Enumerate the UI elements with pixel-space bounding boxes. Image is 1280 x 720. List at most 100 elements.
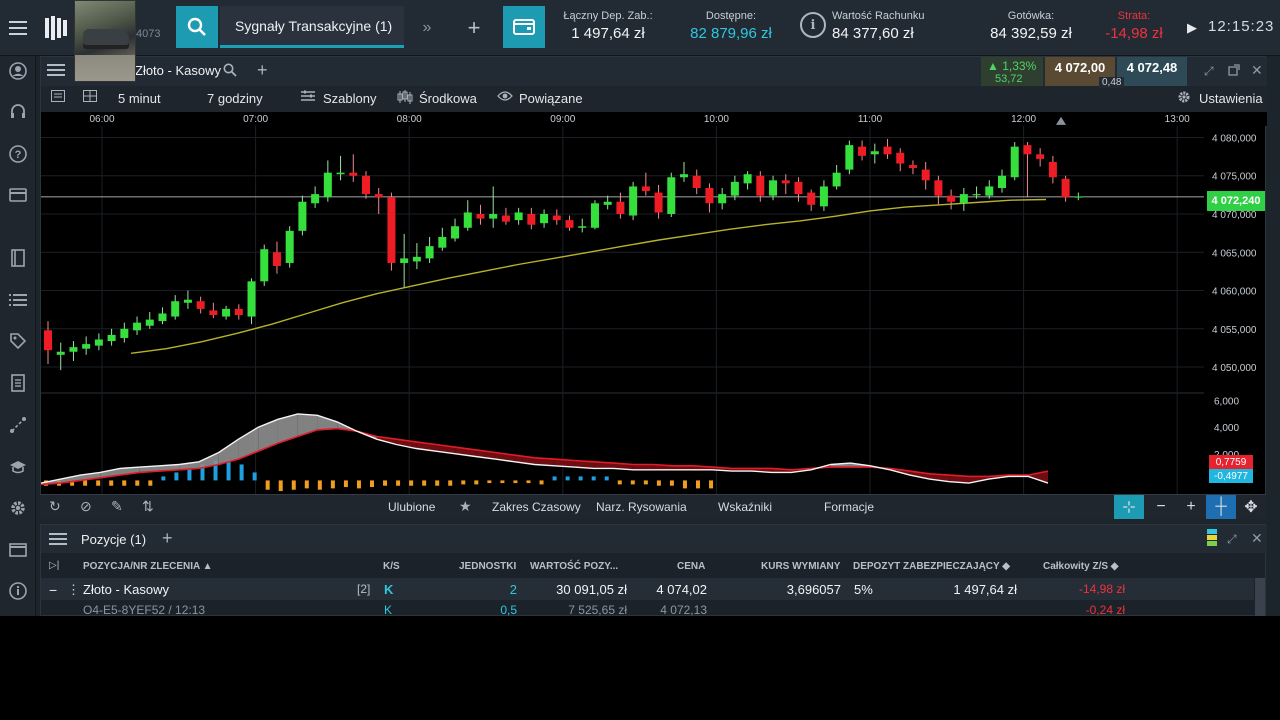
zoom-out-button[interactable]: − xyxy=(1156,498,1166,515)
add-panel-button[interactable]: + xyxy=(162,528,173,548)
interval-selector[interactable]: 5 minut xyxy=(118,91,161,106)
positions-menu-icon[interactable] xyxy=(49,533,67,547)
close-icon[interactable]: ✕ xyxy=(1251,530,1263,546)
search-button[interactable] xyxy=(176,6,218,48)
tag-icon[interactable] xyxy=(7,330,29,352)
column-header-rate[interactable]: KURS WYMIANY xyxy=(761,561,841,572)
search-icon[interactable] xyxy=(223,63,237,80)
macd-histogram-bar xyxy=(604,476,609,481)
column-header-pl[interactable]: Całkowity Z/S ◆ xyxy=(1043,561,1119,572)
candle-body xyxy=(781,180,790,184)
sort-arrows-icon[interactable]: ⇅ xyxy=(142,498,154,514)
candle-body xyxy=(540,214,549,224)
column-header-price[interactable]: CENA xyxy=(677,561,706,572)
macd-histogram-bar xyxy=(552,476,557,481)
candle-body xyxy=(272,252,281,267)
templates-icon[interactable] xyxy=(301,90,315,105)
price-type-selector[interactable]: Środkowa xyxy=(419,91,477,106)
positions-tab[interactable]: Pozycje (1) xyxy=(81,532,147,547)
templates-button[interactable]: Szablony xyxy=(323,91,377,106)
column-header-side[interactable]: K/S xyxy=(383,561,400,572)
candlestick-chart[interactable]: 06:00 07:00 08:00 09:00 10:00 11:00 12:00 13:00… xyxy=(41,112,1267,519)
crosshair-mode-button[interactable]: ⊹ xyxy=(1114,495,1144,519)
candle-body xyxy=(425,246,434,259)
help-icon[interactable]: ? xyxy=(7,143,29,165)
crosshair-button[interactable]: ┼ xyxy=(1206,495,1236,519)
macd-histogram-bar xyxy=(96,480,101,486)
tab-signals[interactable]: Sygnały Transakcyjne (1) xyxy=(220,6,404,48)
card-icon[interactable] xyxy=(7,184,29,206)
collapse-row-icon[interactable]: − xyxy=(49,582,58,598)
macd-histogram-bar xyxy=(396,480,401,486)
gear-icon[interactable] xyxy=(7,497,29,519)
row-menu-icon[interactable]: ⋮ xyxy=(67,582,80,597)
stat-label: Gotówka: xyxy=(1007,10,1055,22)
time-tick-label: 10:00 xyxy=(704,114,729,125)
candle-body xyxy=(629,186,638,216)
no-entry-icon[interactable]: ⊘ xyxy=(80,498,92,514)
popout-icon[interactable] xyxy=(1228,64,1240,79)
draw-tool-icon[interactable] xyxy=(7,414,29,436)
candle-body xyxy=(489,214,498,219)
star-icon[interactable]: ★ xyxy=(459,498,472,514)
expand-icon[interactable]: ⤢ xyxy=(1227,532,1237,546)
settings-button[interactable]: Ustawienia xyxy=(1199,91,1263,106)
window-icon[interactable] xyxy=(7,539,29,561)
candle-body xyxy=(222,308,231,317)
zoom-in-button[interactable]: + xyxy=(1186,498,1196,515)
add-chart-button[interactable]: + xyxy=(257,60,268,80)
settings-gear-icon[interactable] xyxy=(1177,90,1191,107)
education-icon[interactable] xyxy=(7,456,29,478)
chevron-right-icon[interactable]: ▶ xyxy=(1187,20,1197,35)
eye-icon[interactable] xyxy=(497,90,513,105)
candle-body xyxy=(476,214,485,219)
candle-body xyxy=(972,194,981,196)
candles-icon[interactable] xyxy=(397,90,413,107)
account-summary-button[interactable] xyxy=(503,6,545,48)
column-header-units[interactable]: JEDNOSTKI xyxy=(459,561,517,572)
scrollbar[interactable] xyxy=(1255,578,1265,616)
instrument-name[interactable]: Złoto - Kasowy xyxy=(135,63,221,78)
indicators-button[interactable]: Wskaźniki xyxy=(718,500,773,514)
drawing-tools-button[interactable]: Narz. Rysowania xyxy=(596,500,687,514)
chart-menu-icon[interactable] xyxy=(47,64,65,78)
candle-body xyxy=(247,281,256,317)
candle-body xyxy=(641,186,650,192)
chart-list-icon[interactable] xyxy=(51,90,65,105)
refresh-icon[interactable]: ↻ xyxy=(49,498,61,514)
time-axis-strip xyxy=(41,112,1267,126)
info-icon[interactable]: i xyxy=(800,12,826,38)
column-header-value[interactable]: WARTOŚĆ POZY... xyxy=(530,561,619,572)
column-header-position[interactable]: POZYCJA/NR ZLECENIA ▲ xyxy=(83,561,213,572)
time-range-button[interactable]: Zakres Czasowy xyxy=(492,500,581,514)
wallet-icon xyxy=(513,19,535,35)
stat-value: 82 879,96 zł xyxy=(690,25,772,42)
column-color-icon[interactable] xyxy=(1207,529,1217,551)
order-id[interactable]: O4-E5-8YEF52 / 12:13 xyxy=(83,603,206,616)
headset-icon[interactable] xyxy=(7,101,29,123)
expand-icon[interactable]: ⤢ xyxy=(1204,64,1214,78)
user-icon[interactable] xyxy=(7,60,29,82)
fit-button[interactable]: ✥ xyxy=(1244,499,1258,516)
platform-logo[interactable] xyxy=(38,8,74,48)
list-icon[interactable] xyxy=(7,289,29,311)
column-header-margin[interactable]: DEPOZYT ZABEZPIECZAJĄCY ◆ xyxy=(853,561,1010,572)
grid-layout-icon[interactable] xyxy=(83,90,97,105)
document-icon[interactable] xyxy=(7,372,29,394)
range-selector[interactable]: 7 godziny xyxy=(207,91,263,106)
linked-button[interactable]: Powiązane xyxy=(519,91,583,106)
table-row[interactable] xyxy=(41,578,1254,600)
patterns-button[interactable]: Formacje xyxy=(824,500,875,514)
add-tab-button[interactable]: + xyxy=(467,15,481,40)
buy-price-button[interactable]: 4 072,48 xyxy=(1117,57,1187,86)
main-menu-button[interactable] xyxy=(0,0,36,56)
book-icon[interactable] xyxy=(7,247,29,269)
favorites-button[interactable]: Ulubione xyxy=(388,500,436,514)
position-name: Złoto - Kasowy xyxy=(83,582,169,597)
info-circle-icon[interactable] xyxy=(7,580,29,602)
expand-all-icon[interactable]: ▷| xyxy=(49,560,60,571)
chevron-double-right-icon[interactable]: » xyxy=(422,19,432,36)
change-absolute: 53,72 xyxy=(995,73,1023,85)
pencil-icon[interactable]: ✎ xyxy=(111,498,123,514)
close-icon[interactable]: ✕ xyxy=(1251,62,1263,78)
